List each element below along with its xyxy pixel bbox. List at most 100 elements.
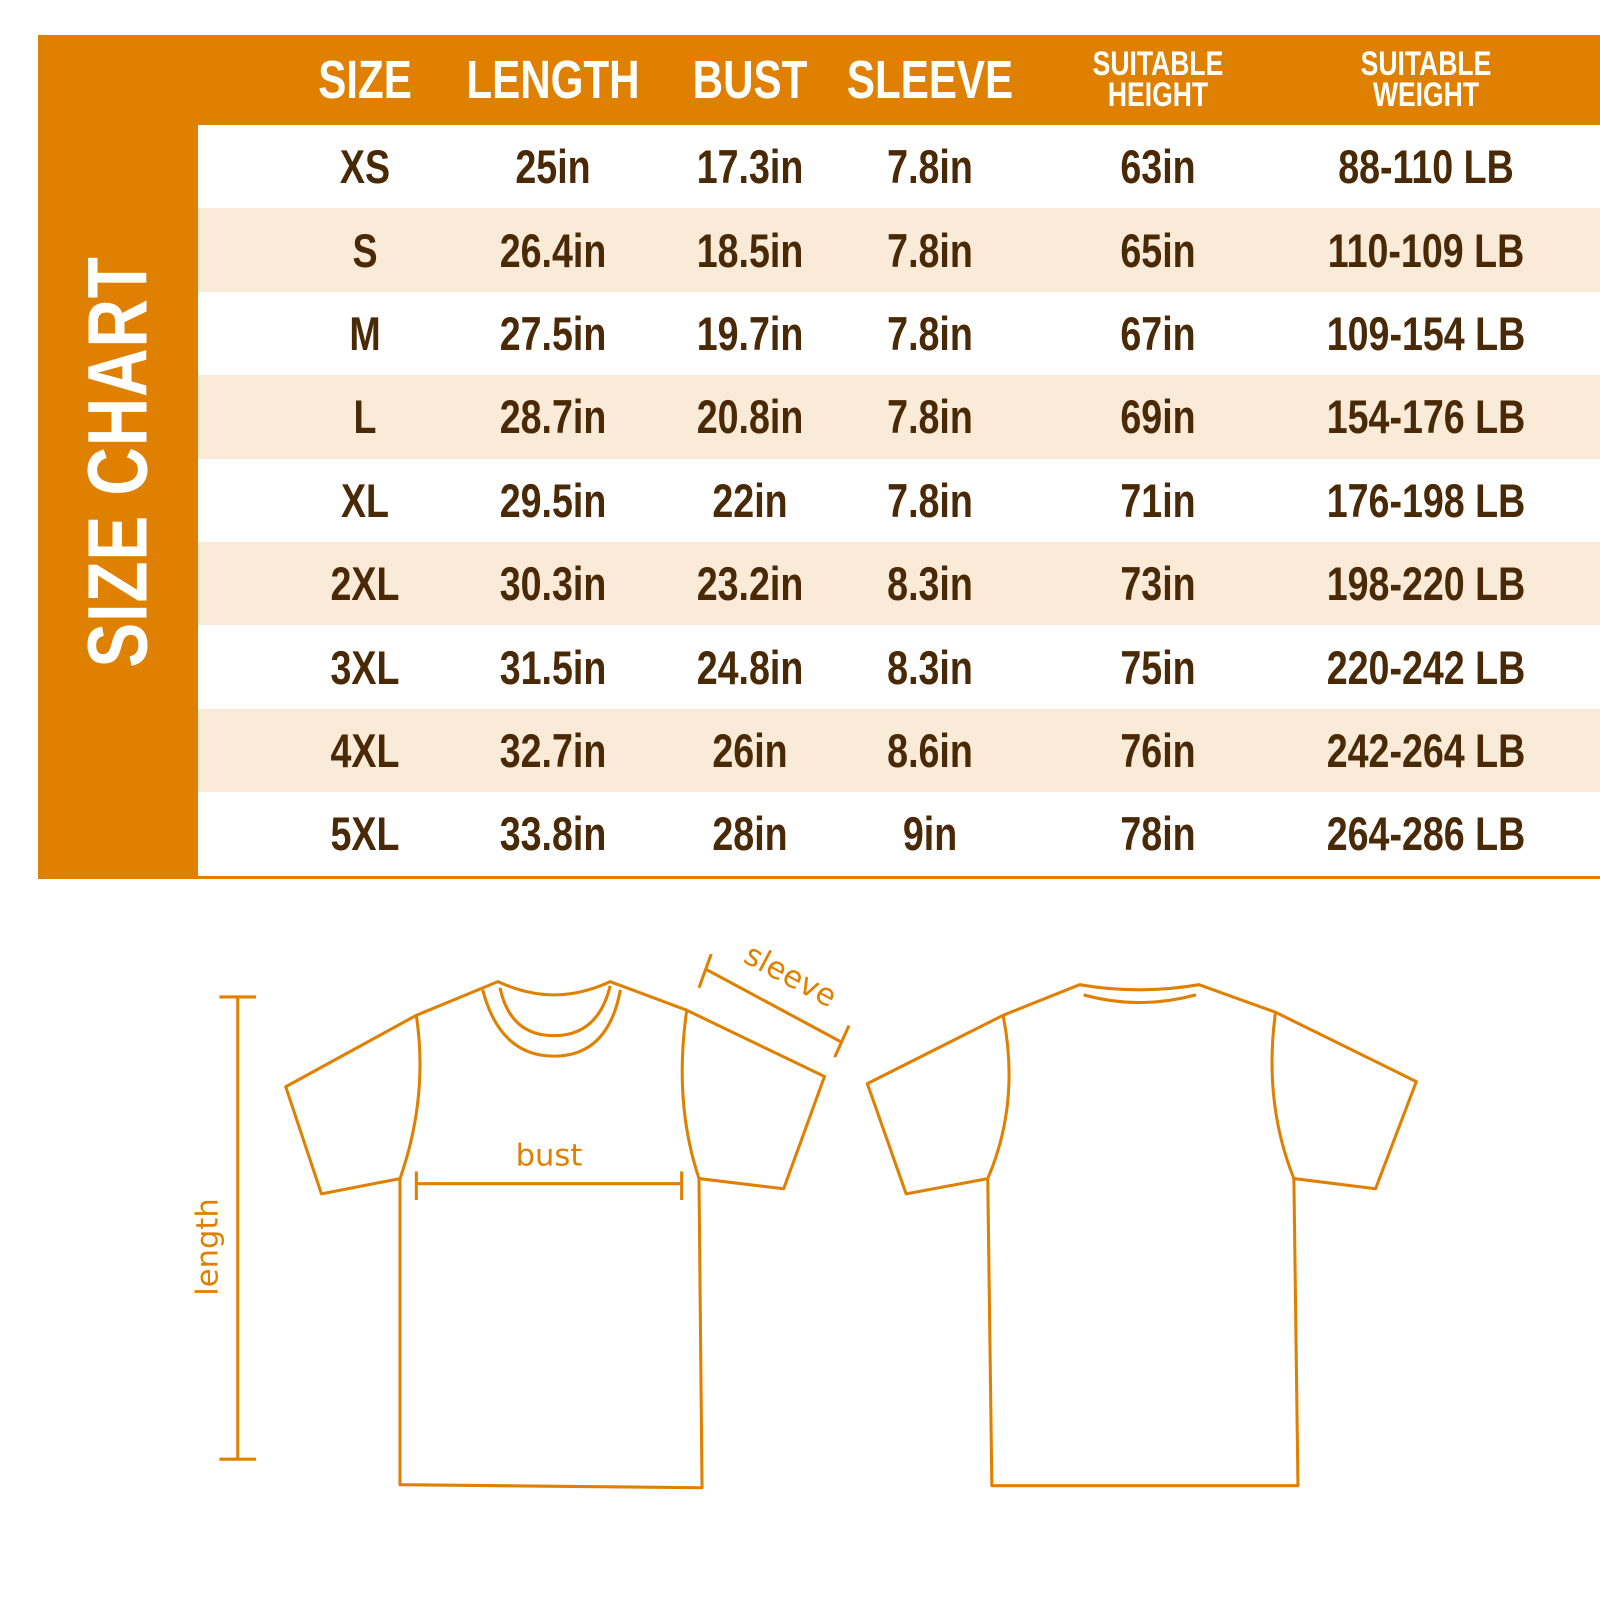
cell-bust: 20.8in bbox=[683, 375, 816, 458]
length-label: length bbox=[190, 1198, 225, 1296]
cell-suitable-height: 76in bbox=[1111, 709, 1205, 792]
cell-length: 31.5in bbox=[486, 625, 619, 708]
cell-text: 65in bbox=[1120, 223, 1196, 277]
bust-measure-line bbox=[414, 1171, 684, 1200]
table-row: 3XL 31.5in 24.8in 8.3in 75in 220-242 LB bbox=[198, 625, 1600, 709]
cell-suitable-weight: 176-198 LB bbox=[1302, 459, 1550, 542]
cell-size: 2XL bbox=[322, 542, 408, 625]
cell-text: 32.7in bbox=[499, 723, 607, 777]
cell-suitable-height: 67in bbox=[1111, 292, 1205, 375]
table-header: SIZE LENGTH BUST SLEEVE SUITABLE HEIGHT S… bbox=[198, 35, 1600, 125]
cell-suitable-height: 73in bbox=[1111, 542, 1205, 625]
sleeve-measure-line bbox=[697, 953, 851, 1058]
cell-suitable-weight: 154-176 LB bbox=[1302, 375, 1550, 458]
bust-label: bust bbox=[516, 1138, 583, 1173]
cell-size: XS bbox=[334, 125, 397, 208]
cell-sleeve: 8.3in bbox=[876, 542, 983, 625]
header-sleeve: SLEEVE bbox=[846, 50, 1014, 110]
cell-text: 18.5in bbox=[696, 223, 804, 277]
cell-text: 220-242 LB bbox=[1326, 640, 1526, 694]
table-row: L 28.7in 20.8in 7.8in 69in 154-176 LB bbox=[198, 375, 1600, 459]
cell-text: XL bbox=[340, 473, 390, 527]
cell-bust: 26in bbox=[703, 709, 797, 792]
cell-size: 3XL bbox=[322, 625, 408, 708]
cell-size: 5XL bbox=[322, 792, 408, 875]
sleeve-label: sleeve bbox=[738, 938, 842, 1015]
cell-bust: 18.5in bbox=[683, 208, 816, 291]
cell-suitable-weight: 198-220 LB bbox=[1302, 542, 1550, 625]
cell-text: 88-110 LB bbox=[1338, 140, 1514, 194]
cell-text: 7.8in bbox=[887, 223, 973, 277]
cell-text: 7.8in bbox=[887, 473, 973, 527]
cell-bust: 28in bbox=[703, 792, 797, 875]
cell-text: S bbox=[352, 223, 378, 277]
cell-text: M bbox=[349, 306, 381, 360]
cell-suitable-weight: 264-286 LB bbox=[1302, 792, 1550, 875]
cell-text: 7.8in bbox=[887, 306, 973, 360]
cell-length: 33.8in bbox=[486, 792, 619, 875]
back-tshirt-icon bbox=[865, 983, 1418, 1488]
cell-text: 26.4in bbox=[499, 223, 607, 277]
cell-size: L bbox=[351, 375, 380, 458]
cell-text: 2XL bbox=[330, 557, 400, 611]
cell-length: 25in bbox=[506, 125, 600, 208]
cell-text: 8.3in bbox=[887, 557, 973, 611]
table-row: XL 29.5in 22in 7.8in 71in 176-198 LB bbox=[198, 458, 1600, 542]
cell-text: 25in bbox=[515, 140, 591, 194]
length-measure-line bbox=[219, 995, 257, 1461]
table-row: 4XL 32.7in 26in 8.6in 76in 242-264 LB bbox=[198, 708, 1600, 793]
cell-text: 264-286 LB bbox=[1326, 807, 1526, 861]
cell-text: 69in bbox=[1120, 390, 1196, 444]
cell-text: 29.5in bbox=[499, 473, 607, 527]
header-suitable-weight: SUITABLE WEIGHT bbox=[1360, 45, 1492, 114]
cell-text: 110-109 LB bbox=[1327, 223, 1525, 277]
cell-text: 75in bbox=[1120, 640, 1196, 694]
cell-text: XS bbox=[339, 140, 391, 194]
cell-text: 7.8in bbox=[887, 140, 973, 194]
cell-suitable-height: 69in bbox=[1111, 375, 1205, 458]
cell-sleeve: 7.8in bbox=[876, 125, 983, 208]
cell-text: L bbox=[353, 390, 377, 444]
cell-length: 32.7in bbox=[486, 709, 619, 792]
cell-length: 28.7in bbox=[486, 375, 619, 458]
cell-text: 30.3in bbox=[499, 557, 607, 611]
cell-text: 67in bbox=[1120, 306, 1196, 360]
cell-sleeve: 7.8in bbox=[876, 292, 983, 375]
cell-text: 176-198 LB bbox=[1326, 473, 1526, 527]
cell-text: 5XL bbox=[330, 807, 400, 861]
cell-text: 8.6in bbox=[887, 723, 973, 777]
cell-suitable-height: 63in bbox=[1111, 125, 1205, 208]
cell-suitable-weight: 109-154 LB bbox=[1302, 292, 1550, 375]
cell-text: 33.8in bbox=[499, 807, 607, 861]
cell-sleeve: 9in bbox=[896, 792, 964, 875]
cell-bust: 17.3in bbox=[683, 125, 816, 208]
table-row: XS 25in 17.3in 7.8in 63in 88-110 LB bbox=[198, 125, 1600, 209]
header-size: SIZE bbox=[318, 50, 412, 110]
cell-suitable-height: 78in bbox=[1111, 792, 1205, 875]
header-length: LENGTH bbox=[466, 50, 640, 110]
cell-text: 9in bbox=[902, 807, 958, 861]
cell-suitable-height: 75in bbox=[1111, 625, 1205, 708]
cell-text: 8.3in bbox=[887, 640, 973, 694]
cell-text: 23.2in bbox=[696, 557, 804, 611]
cell-text: 28in bbox=[712, 807, 788, 861]
cell-text: 22in bbox=[712, 473, 788, 527]
cell-size: M bbox=[345, 292, 384, 375]
header-suitable-height: SUITABLE HEIGHT bbox=[1092, 45, 1224, 114]
cell-sleeve: 7.8in bbox=[876, 375, 983, 458]
cell-text: 27.5in bbox=[499, 306, 607, 360]
front-tshirt-icon bbox=[284, 980, 827, 1490]
header-bust: BUST bbox=[692, 50, 808, 110]
cell-text: 24.8in bbox=[696, 640, 804, 694]
table-row: M 27.5in 19.7in 7.8in 67in 109-154 LB bbox=[198, 291, 1600, 376]
cell-text: 19.7in bbox=[696, 306, 804, 360]
cell-suitable-weight: 242-264 LB bbox=[1302, 709, 1550, 792]
cell-bust: 23.2in bbox=[683, 542, 816, 625]
cell-length: 27.5in bbox=[486, 292, 619, 375]
cell-text: 76in bbox=[1120, 723, 1196, 777]
cell-text: 242-264 LB bbox=[1326, 723, 1526, 777]
cell-text: 109-154 LB bbox=[1326, 306, 1526, 360]
cell-text: 20.8in bbox=[696, 390, 804, 444]
cell-text: 3XL bbox=[330, 640, 400, 694]
